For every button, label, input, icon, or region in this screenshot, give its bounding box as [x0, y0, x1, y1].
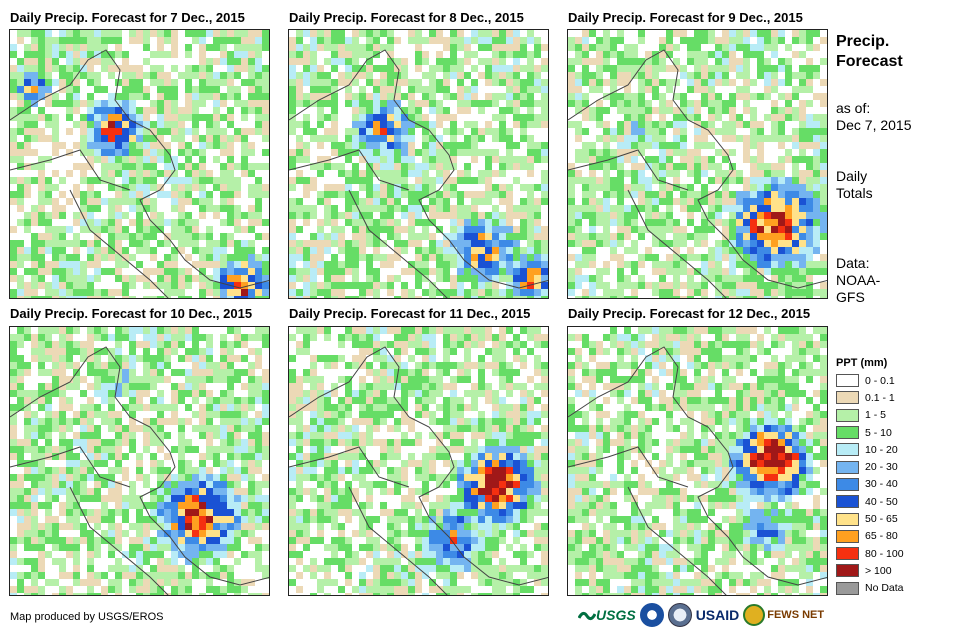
legend-label: 0 - 0.1	[865, 374, 895, 387]
legend-swatch	[836, 391, 859, 405]
legend-item: 50 - 65	[836, 510, 904, 527]
legend-item: > 100	[836, 562, 904, 579]
legend-item: 1 - 5	[836, 407, 904, 424]
legend-label: 40 - 50	[865, 495, 898, 508]
panel-title-4: Daily Precip. Forecast for 10 Dec., 2015	[10, 306, 253, 321]
legend-swatch	[836, 477, 859, 491]
legend-swatch	[836, 564, 859, 578]
precip-grid	[289, 30, 548, 298]
legend-item: 80 - 100	[836, 545, 904, 562]
data-source-block: Data: NOAA-GFS	[836, 255, 888, 306]
coastline	[10, 49, 269, 298]
legend-swatch	[836, 374, 859, 388]
fewsnet-logo-text: FEWS NET	[767, 609, 825, 621]
fewsnet-logo: FEWS NET	[743, 604, 824, 626]
legend-rows: 0 - 0.1 0.1 - 1 1 - 5 5 - 10 10 - 20 20 - 30 3…	[836, 372, 904, 597]
coastline	[568, 346, 827, 595]
legend-label: No Data	[865, 582, 904, 595]
legend-label: 65 - 80	[865, 530, 898, 543]
usgs-logo: USGS	[578, 607, 636, 623]
legend-swatch	[836, 460, 859, 474]
legend-label: 10 - 20	[865, 443, 898, 456]
legend-label: 5 - 10	[865, 426, 892, 439]
usaid-logo-text: USAID	[695, 607, 740, 623]
seal-logo-icon	[667, 603, 692, 627]
legend-swatch	[836, 426, 859, 440]
legend-label: 1 - 5	[865, 409, 887, 422]
data-label: Data:	[836, 255, 870, 271]
legend-swatch	[836, 529, 859, 543]
precip-map-4	[9, 326, 270, 596]
legend-item: 65 - 80	[836, 528, 904, 545]
legend-item: 5 - 10	[836, 424, 904, 441]
panel-title-5: Daily Precip. Forecast for 11 Dec., 2015	[289, 306, 531, 321]
precip-map-6	[567, 326, 828, 596]
legend-item: 40 - 50	[836, 493, 904, 510]
precip-map-3	[567, 29, 828, 299]
legend-title: PPT (mm)	[836, 357, 888, 369]
legend-label: 80 - 100	[865, 547, 904, 560]
precip-legend: PPT (mm) 0 - 0.1 0.1 - 1 1 - 5 5 - 10 10 - 2…	[836, 357, 904, 597]
precip-grid	[289, 327, 548, 595]
precip-grid	[10, 30, 269, 298]
precip-grid	[10, 327, 269, 595]
noaa-logo-icon	[639, 603, 664, 627]
legend-label: 20 - 30	[865, 461, 898, 474]
legend-swatch	[836, 547, 859, 561]
legend-swatch	[836, 443, 859, 457]
precip-map-5	[288, 326, 549, 596]
legend-label: 0.1 - 1	[865, 391, 895, 404]
legend-item: 20 - 30	[836, 458, 904, 475]
precip-grid	[568, 30, 827, 298]
precip-grid	[568, 327, 827, 595]
as-of-label: as of:	[836, 100, 871, 116]
coastline	[568, 49, 827, 298]
as-of-date: Dec 7, 2015	[836, 117, 912, 133]
precip-map-2	[288, 29, 549, 299]
panel-title-6: Daily Precip. Forecast for 12 Dec., 2015	[568, 306, 811, 321]
panel-title-2: Daily Precip. Forecast for 8 Dec., 2015	[289, 10, 524, 25]
legend-item: 0.1 - 1	[836, 389, 904, 406]
usgs-logo-text: USGS	[596, 607, 636, 623]
legend-label: > 100	[865, 564, 892, 577]
usgs-wave-icon	[578, 611, 596, 621]
panel-title-3: Daily Precip. Forecast for 9 Dec., 2015	[568, 10, 803, 25]
data-source: NOAA-GFS	[836, 272, 881, 305]
legend-swatch	[836, 495, 859, 509]
legend-swatch	[836, 408, 859, 422]
legend-item: 10 - 20	[836, 441, 904, 458]
legend-item: No Data	[836, 580, 904, 597]
precip-map-1	[9, 29, 270, 299]
logos-strip: USGS USAID FEWS NET	[578, 601, 824, 629]
map-credit: Map produced by USGS/EROS	[10, 611, 164, 623]
legend-label: 30 - 40	[865, 478, 898, 491]
usaid-logo: USAID	[696, 607, 740, 623]
coastline	[10, 346, 269, 595]
coastline	[289, 346, 548, 595]
daily-totals-label: Daily Totals	[836, 168, 873, 201]
panel-title-1: Daily Precip. Forecast for 7 Dec., 2015	[10, 10, 245, 25]
legend-swatch	[836, 581, 859, 595]
coastline	[289, 49, 548, 298]
as-of-block: as of: Dec 7, 2015	[836, 100, 912, 134]
legend-label: 50 - 65	[865, 513, 898, 526]
legend-item: 0 - 0.1	[836, 372, 904, 389]
legend-swatch	[836, 512, 859, 526]
forecast-title: Precip. Forecast	[836, 33, 903, 70]
legend-item: 30 - 40	[836, 476, 904, 493]
fewsnet-emblem-icon	[743, 604, 766, 626]
